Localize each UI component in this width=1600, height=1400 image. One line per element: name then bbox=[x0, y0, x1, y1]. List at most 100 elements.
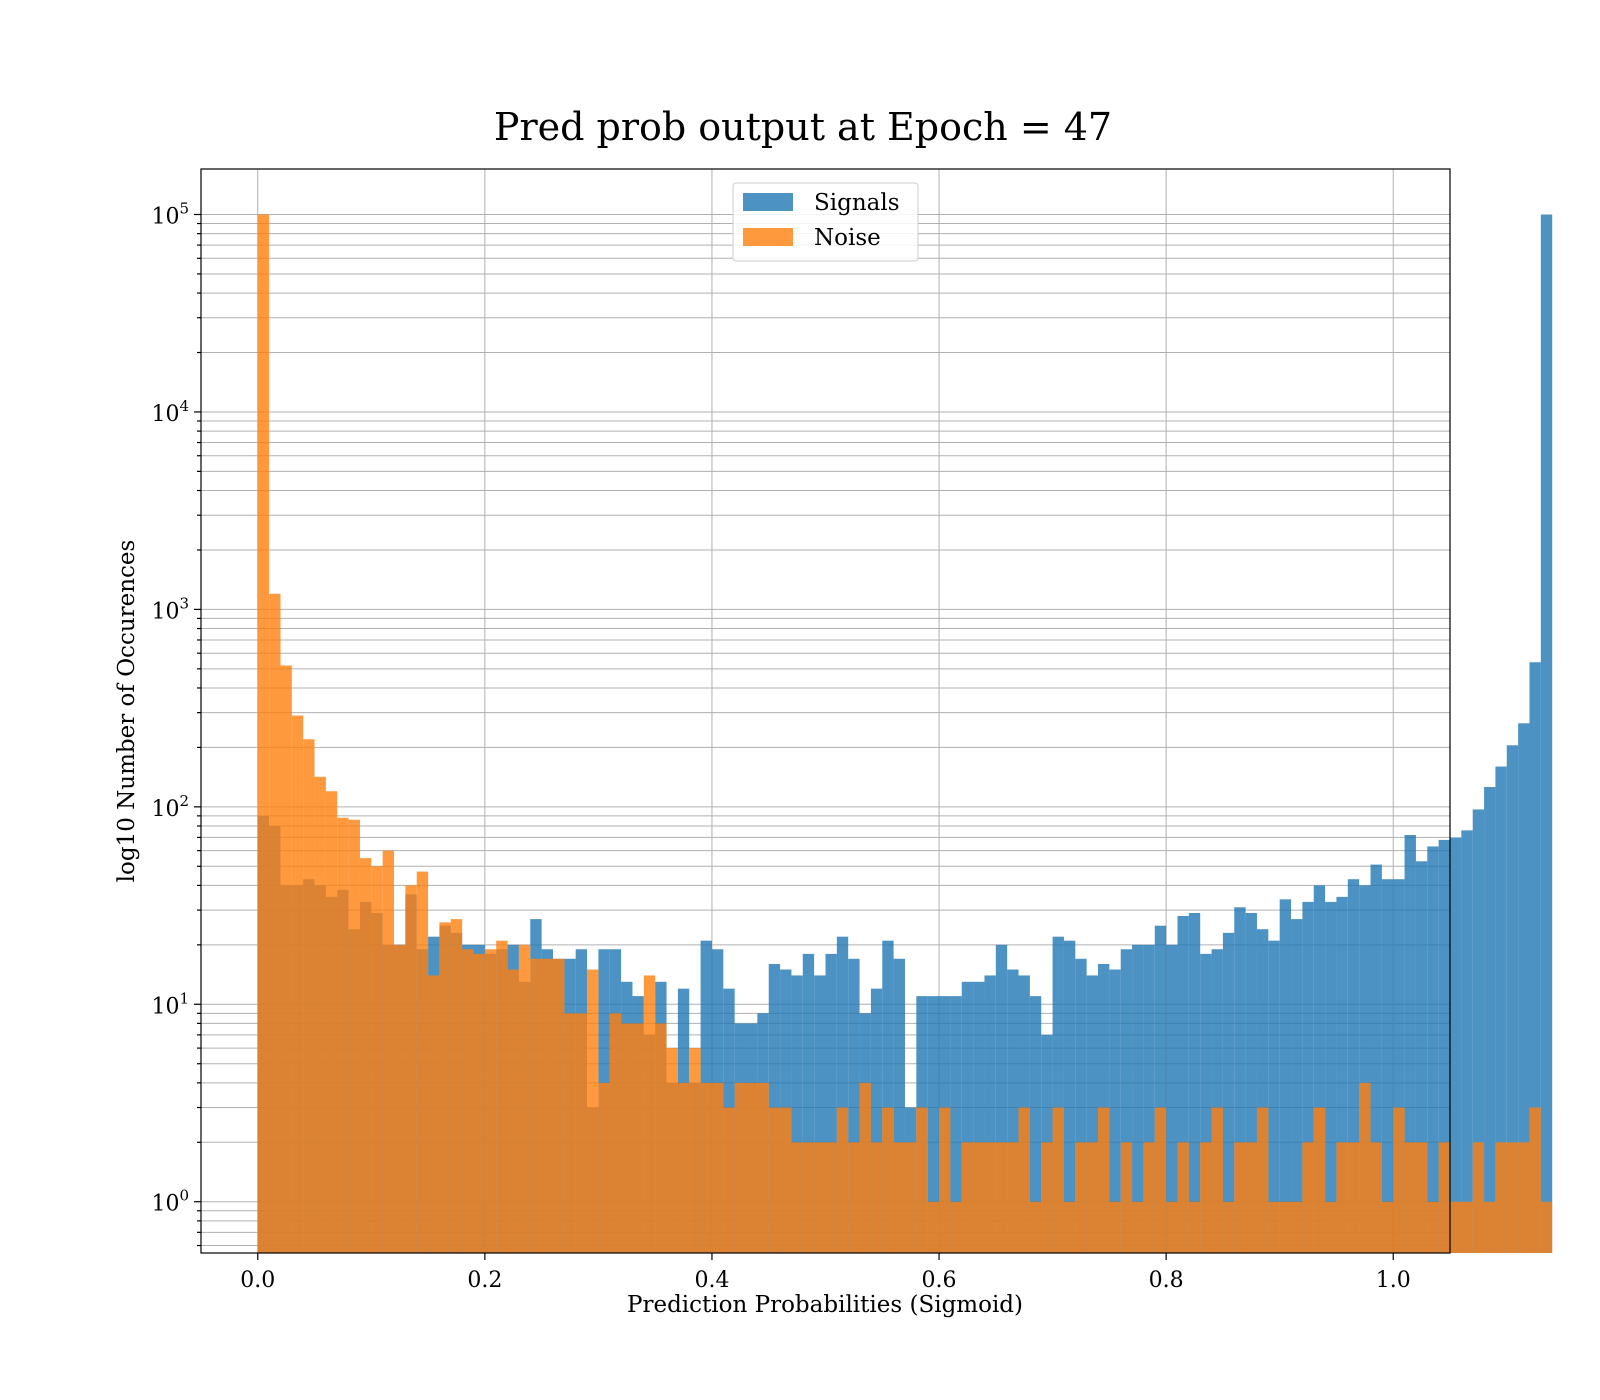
histogram-bar bbox=[598, 1082, 610, 1253]
legend-label-noise: Noise bbox=[814, 225, 881, 251]
histogram-bar bbox=[734, 1082, 747, 1253]
histogram-bar bbox=[1450, 1201, 1462, 1253]
y-tick-label: 100 bbox=[151, 1187, 189, 1217]
histogram-bar bbox=[1381, 1201, 1394, 1253]
histogram-bar bbox=[1143, 1142, 1155, 1253]
x-axis-label: Prediction Probabilities (Sigmoid) bbox=[627, 1292, 1023, 1318]
histogram-bar bbox=[1154, 1107, 1167, 1253]
histogram-bar bbox=[904, 1142, 917, 1253]
legend-label-signals: Signals bbox=[814, 190, 900, 216]
histogram-bar bbox=[700, 1082, 712, 1253]
histogram-bar bbox=[541, 958, 553, 1253]
histogram-bar bbox=[1302, 1142, 1314, 1253]
y-tick-label: 102 bbox=[151, 792, 189, 822]
histogram-bar bbox=[780, 1107, 792, 1253]
histogram-bar bbox=[893, 1142, 905, 1253]
histogram-bar bbox=[416, 871, 429, 1253]
histogram-bar bbox=[314, 776, 326, 1253]
histogram-bar bbox=[757, 1082, 769, 1253]
histogram-bar bbox=[1518, 1142, 1530, 1253]
histogram-bar bbox=[1461, 1201, 1473, 1253]
histogram-bar bbox=[257, 214, 270, 1253]
histogram-bar bbox=[1472, 809, 1485, 1253]
histogram-bar bbox=[575, 1013, 588, 1253]
histogram-bar bbox=[1506, 745, 1519, 1253]
histogram-bar bbox=[1381, 879, 1394, 1253]
histogram-bar bbox=[1495, 1142, 1507, 1253]
histogram-bar bbox=[1415, 1142, 1428, 1253]
histogram-bar bbox=[825, 953, 837, 1253]
histogram-bar bbox=[802, 953, 815, 1253]
histogram-bar bbox=[1427, 1201, 1439, 1253]
histogram-bar bbox=[1029, 1201, 1042, 1253]
histogram-bar bbox=[428, 975, 440, 1253]
histogram-bar bbox=[1404, 835, 1416, 1253]
histogram-bar bbox=[1211, 1107, 1223, 1253]
histogram-bar bbox=[1302, 901, 1314, 1253]
histogram-bar bbox=[848, 1142, 860, 1253]
histogram-bar bbox=[1279, 1201, 1292, 1253]
x-tick-label: 1.0 bbox=[1376, 1268, 1411, 1293]
histogram-bar bbox=[1325, 1201, 1337, 1253]
histogram-bar bbox=[1222, 932, 1235, 1253]
histogram-bar bbox=[1427, 846, 1439, 1253]
histogram-bar bbox=[1086, 1142, 1098, 1253]
histogram-bar bbox=[791, 1142, 803, 1253]
histogram-bar bbox=[677, 1082, 690, 1253]
histogram-bar bbox=[473, 953, 485, 1253]
histogram-bar bbox=[746, 1082, 758, 1253]
histogram-bar bbox=[394, 944, 406, 1253]
histogram-bar bbox=[1279, 899, 1292, 1253]
histogram-bar bbox=[1313, 885, 1326, 1253]
histogram-bar bbox=[609, 1013, 622, 1253]
histogram-bar bbox=[1370, 1142, 1382, 1253]
histogram-bar bbox=[1268, 940, 1280, 1253]
histogram-bar bbox=[632, 1023, 644, 1253]
histogram-bar bbox=[814, 975, 826, 1253]
histogram-bar bbox=[961, 981, 974, 1253]
histogram-bar bbox=[1256, 929, 1269, 1253]
histogram-bar bbox=[621, 1023, 633, 1253]
histogram-bar bbox=[859, 1082, 871, 1253]
histogram-bar bbox=[1166, 944, 1178, 1253]
histogram-bar bbox=[439, 922, 451, 1253]
histogram-bar bbox=[1211, 949, 1223, 1253]
histogram-bar bbox=[1132, 1201, 1144, 1253]
y-tick-label: 101 bbox=[151, 989, 189, 1019]
x-tick-label: 0.0 bbox=[240, 1268, 275, 1293]
histogram-bar bbox=[382, 850, 395, 1253]
histogram-bar bbox=[723, 1107, 735, 1253]
histogram-bar bbox=[371, 866, 383, 1253]
histogram-bar bbox=[530, 958, 542, 1253]
histogram-bar bbox=[1075, 1142, 1087, 1253]
histogram-bar bbox=[655, 1023, 667, 1253]
histogram-bar bbox=[1052, 1107, 1064, 1253]
histogram-bar bbox=[1143, 944, 1155, 1253]
histogram-bar bbox=[1007, 1142, 1019, 1253]
histogram-bar bbox=[768, 1107, 781, 1253]
histogram-bar bbox=[518, 944, 531, 1253]
histogram-bar bbox=[1370, 864, 1382, 1253]
histogram-bar bbox=[1506, 1142, 1519, 1253]
histogram-bar bbox=[1029, 996, 1042, 1253]
histogram-bar bbox=[950, 996, 962, 1253]
x-tick-label: 0.2 bbox=[467, 1268, 502, 1293]
histogram-bar bbox=[1540, 1201, 1553, 1253]
histogram-bar bbox=[1393, 1107, 1405, 1253]
histogram-bar bbox=[1041, 1142, 1053, 1253]
histogram-bar bbox=[1461, 830, 1473, 1253]
histogram-bar bbox=[564, 1013, 576, 1253]
histogram-bar bbox=[1245, 912, 1257, 1253]
histogram-bar bbox=[1234, 907, 1246, 1253]
histogram-bar bbox=[303, 739, 315, 1253]
histogram-bar bbox=[325, 791, 338, 1253]
histogram-bar bbox=[927, 996, 940, 1253]
histogram-bar bbox=[1438, 1142, 1450, 1253]
histogram-bar bbox=[995, 1142, 1008, 1253]
chart-title: Pred prob output at Epoch = 47 bbox=[494, 105, 1112, 149]
histogram-bar bbox=[1120, 1142, 1133, 1253]
histogram-bar bbox=[1484, 787, 1496, 1253]
x-tick-label: 0.6 bbox=[922, 1268, 957, 1293]
histogram-bar bbox=[1529, 1107, 1541, 1253]
